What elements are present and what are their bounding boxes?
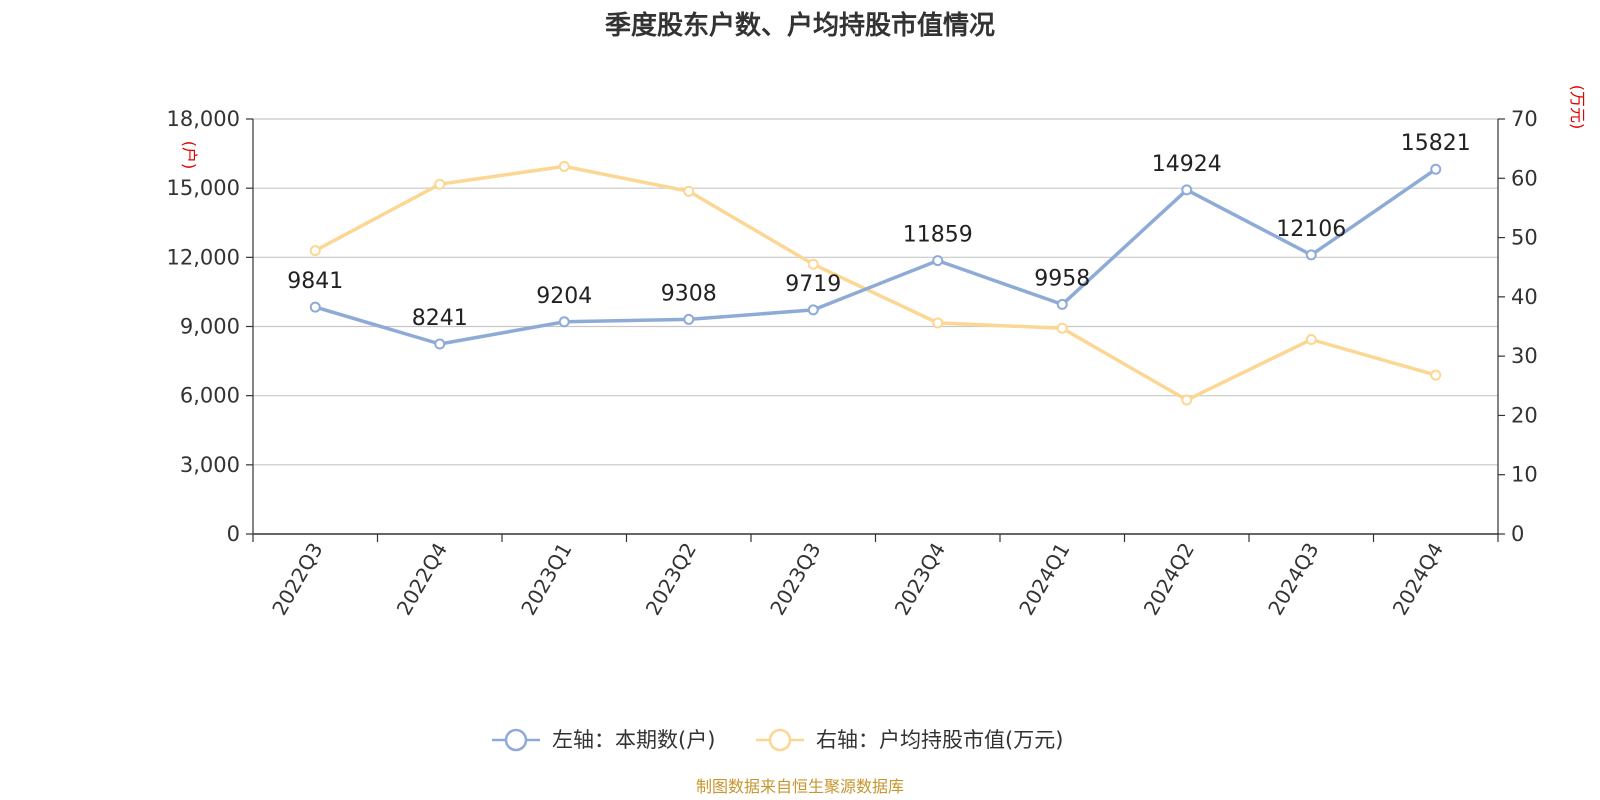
data-label: 9308 (661, 281, 717, 306)
axes: 0 3,000 6,000 9,000 12,000 15,000 18,000 0 10 20 3… (167, 107, 1538, 619)
data-label: 9719 (785, 272, 841, 297)
legend-label-right-series: 右轴：户均持股市值(万元) (816, 728, 1063, 752)
right-tick-label: 20 (1511, 403, 1538, 427)
data-label: 11859 (903, 223, 973, 248)
point-avg-value (434, 178, 446, 190)
point-shareholders (932, 255, 944, 267)
data-label: 14924 (1152, 152, 1222, 177)
x-tick-label: 2024Q4 (1388, 539, 1448, 620)
point-avg-value (683, 185, 695, 197)
series-line-shareholders (314, 167, 1437, 346)
point-shareholders (1305, 249, 1317, 261)
point-avg-value (309, 245, 321, 257)
right-tick-label: 10 (1511, 463, 1538, 487)
legend-swatch-left-marker (504, 728, 528, 752)
point-shareholders (1181, 184, 1193, 196)
x-tick-label: 2023Q1 (516, 539, 576, 620)
data-label: 15821 (1401, 131, 1471, 156)
legend[interactable]: 左轴：本期数(户) 右轴：户均持股市值(万元) (492, 728, 1063, 752)
left-tick-label: 12,000 (167, 245, 240, 269)
right-tick-label: 30 (1511, 344, 1538, 368)
x-tick-label: 2024Q1 (1014, 539, 1074, 620)
point-shareholders (1430, 163, 1442, 175)
point-avg-value (1056, 322, 1068, 334)
point-shareholders (309, 301, 321, 313)
legend-swatch-right-marker (768, 728, 792, 752)
legend-item-left-series[interactable]: 左轴：本期数(户) (492, 728, 715, 752)
point-shareholders (807, 304, 819, 316)
left-axis-unit: (户) (180, 141, 199, 170)
point-shareholders (683, 313, 695, 325)
right-tick-label: 70 (1511, 107, 1538, 131)
x-tick-label: 2022Q3 (267, 539, 327, 620)
data-label: 9958 (1034, 266, 1090, 291)
left-tick-label: 9,000 (180, 315, 240, 339)
data-label: 9204 (536, 284, 592, 309)
point-avg-value (932, 317, 944, 329)
right-axis-unit: (万元) (1568, 85, 1587, 130)
point-avg-value (1305, 334, 1317, 346)
grid (253, 118, 1498, 466)
legend-label-left-series: 左轴：本期数(户) (552, 728, 715, 752)
left-tick-label: 3,000 (180, 453, 240, 477)
point-shareholders (558, 316, 570, 328)
point-shareholders (434, 338, 446, 350)
data-label: 8241 (412, 306, 468, 331)
legend-item-right-series[interactable]: 右轴：户均持股市值(万元) (756, 728, 1063, 752)
left-tick-label: 15,000 (167, 176, 240, 200)
left-tick-label: 0 (227, 522, 240, 546)
point-avg-value (1430, 369, 1442, 381)
point-avg-value (1181, 394, 1193, 406)
x-tick-label: 2024Q2 (1139, 539, 1199, 620)
point-shareholders (1056, 298, 1068, 310)
data-label: 12106 (1276, 217, 1346, 242)
point-avg-value (558, 160, 570, 172)
right-tick-label: 50 (1511, 226, 1538, 250)
x-tick-label: 2024Q3 (1263, 539, 1323, 620)
x-tick-label: 2022Q4 (392, 539, 452, 620)
source-note: 制图数据来自恒生聚源数据库 (696, 777, 904, 796)
x-tick-label: 2023Q2 (641, 539, 701, 620)
right-tick-label: 60 (1511, 166, 1538, 190)
chart-title: 季度股东户数、户均持股市值情况 (605, 10, 995, 41)
right-tick-label: 0 (1511, 522, 1524, 546)
x-tick-label: 2023Q4 (890, 539, 950, 620)
x-tick-label: 2023Q3 (765, 539, 825, 620)
left-tick-label: 6,000 (180, 384, 240, 408)
right-tick-label: 40 (1511, 285, 1538, 309)
point-avg-value (807, 258, 819, 270)
series-points (309, 160, 1442, 406)
data-label: 9841 (287, 269, 343, 294)
series-line-avg-value (314, 164, 1437, 402)
left-tick-label: 18,000 (167, 107, 240, 131)
series-lines (314, 164, 1437, 402)
data-labels: 9841 8241 9204 9308 9719 11859 9958 14924 12106 1… (287, 131, 1471, 331)
